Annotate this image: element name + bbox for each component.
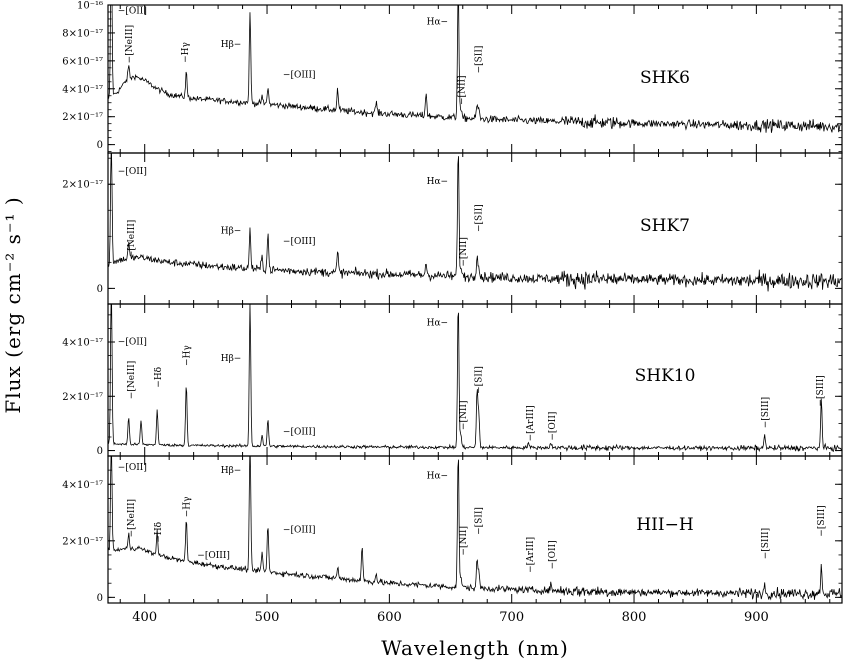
line-annotation: −[OII]	[118, 338, 147, 348]
y-axis-title: Flux (erg cm⁻² s⁻¹ )	[1, 196, 25, 413]
line-annotation: Hα−	[427, 18, 448, 28]
x-tick-label: 900	[744, 610, 769, 625]
panel-1: 0 2×10⁻¹⁷ 4×10⁻¹⁷ 6×10⁻¹⁷ 8×10⁻¹⁷ 10⁻¹⁶ SHK6 −[…	[62, 1, 843, 154]
line-annotation: Hβ−	[221, 354, 242, 364]
line-annotation: −[NeIII]	[127, 499, 137, 537]
y-tick-label: 2×10⁻¹⁷	[62, 112, 103, 123]
line-annotation: −[NII]	[459, 526, 469, 556]
line-annotation: −[SII]	[475, 204, 485, 232]
line-annotation: −[OIII]	[283, 237, 316, 247]
spectrum-series	[108, 153, 842, 292]
line-annotation: −[NII]	[459, 401, 469, 431]
x-tick-label: 800	[622, 610, 647, 625]
panel-name: SHK6	[640, 68, 690, 88]
line-annotation: −Hγ	[182, 497, 192, 518]
line-annotation: −[SII]	[475, 507, 485, 535]
line-annotation: Hα−	[427, 177, 448, 187]
y-tick-label: 0	[97, 140, 103, 151]
panel-4: 0 2×10⁻¹⁷ 4×10⁻¹⁷ HII−H −[OII] −[NeIII] −Hδ −Hγ…	[62, 455, 843, 625]
y-tick-label: 0	[97, 284, 103, 295]
line-annotation: −[SII]	[475, 366, 485, 394]
x-tick-label: 500	[255, 610, 280, 625]
line-annotation: −[OII]	[118, 167, 147, 177]
line-annotation: −[NII]	[459, 237, 469, 267]
spectrum-series	[108, 5, 842, 133]
spectrum-series	[108, 456, 842, 601]
panel-3: 0 2×10⁻¹⁷ 4×10⁻¹⁷ SHK10 −[OII] −[NeIII] −Hδ −Hγ…	[62, 303, 843, 457]
line-annotation: −[SIII]	[817, 505, 827, 536]
panel-2: 0 2×10⁻¹⁷ SHK7 −[OII] −[NeIII] Hβ− −[OIII] Hα− −…	[62, 152, 843, 305]
line-annotation: −[ArIII]	[526, 537, 536, 573]
panel-frame	[107, 455, 843, 604]
line-annotation: −Hγ	[181, 42, 191, 63]
panel-name: HII−H	[636, 515, 693, 535]
panel-name: SHK10	[635, 366, 696, 386]
line-annotation: −[SII]	[475, 46, 485, 74]
x-axis-title: Wavelength (nm)	[381, 636, 569, 660]
y-tick-label: 8×10⁻¹⁷	[62, 28, 103, 39]
line-annotation: −[NII]	[458, 75, 468, 105]
y-tick-label: 4×10⁻¹⁷	[62, 84, 103, 95]
line-annotation: Hβ−	[221, 40, 242, 50]
line-annotation: −[SIII]	[761, 397, 771, 428]
line-annotation: −[OIII]	[283, 71, 316, 81]
line-annotation: Hβ−	[221, 466, 242, 476]
line-annotation: Hα−	[427, 472, 448, 482]
line-annotation: −Hδ	[154, 522, 164, 543]
line-annotation: −[NeIII]	[127, 361, 137, 399]
line-annotation: −[ArIII]	[526, 405, 536, 441]
y-tick-label: 4×10⁻¹⁷	[62, 480, 103, 491]
y-tick-label: 0	[97, 446, 103, 457]
line-annotation: −[SIII]	[761, 528, 771, 559]
spectra-panels: 0 2×10⁻¹⁷ 4×10⁻¹⁷ 6×10⁻¹⁷ 8×10⁻¹⁷ 10⁻¹⁶ SHK6 −[…	[62, 1, 843, 625]
line-annotation: Hβ−	[221, 227, 242, 237]
line-annotation: −[NeIII]	[125, 25, 135, 63]
panel-frame	[107, 4, 843, 154]
line-annotation: −[OIII]	[283, 525, 316, 535]
y-tick-label: 0	[97, 593, 103, 604]
x-tick-label: 700	[499, 610, 524, 625]
y-tick-label: 2×10⁻¹⁷	[62, 392, 103, 403]
line-annotation: −[OIII]	[283, 427, 316, 437]
line-annotation: −[OII]	[118, 463, 147, 473]
line-annotation: −Hγ	[182, 345, 192, 366]
y-tick-label: 4×10⁻¹⁷	[62, 338, 103, 349]
line-annotation: −Hδ	[154, 367, 164, 388]
line-annotation: −[OII]	[118, 6, 147, 16]
line-annotation: −[SIII]	[816, 375, 826, 406]
line-annotation: Hα−	[427, 319, 448, 329]
line-annotation: −[OIII]	[197, 551, 230, 561]
y-tick-label: 6×10⁻¹⁷	[62, 56, 103, 67]
y-tick-label: 10⁻¹⁶	[77, 1, 103, 12]
line-annotation: −[NeIII]	[127, 220, 137, 258]
spectrum-series	[108, 304, 842, 453]
line-annotation: −[OII]	[548, 412, 558, 441]
line-annotation: −[OII]	[548, 540, 558, 569]
x-tick-label: 600	[377, 610, 402, 625]
x-tick-label: 400	[132, 610, 157, 625]
y-tick-label: 2×10⁻¹⁷	[62, 180, 103, 191]
y-tick-label: 2×10⁻¹⁷	[62, 536, 103, 547]
panel-name: SHK7	[640, 216, 690, 236]
